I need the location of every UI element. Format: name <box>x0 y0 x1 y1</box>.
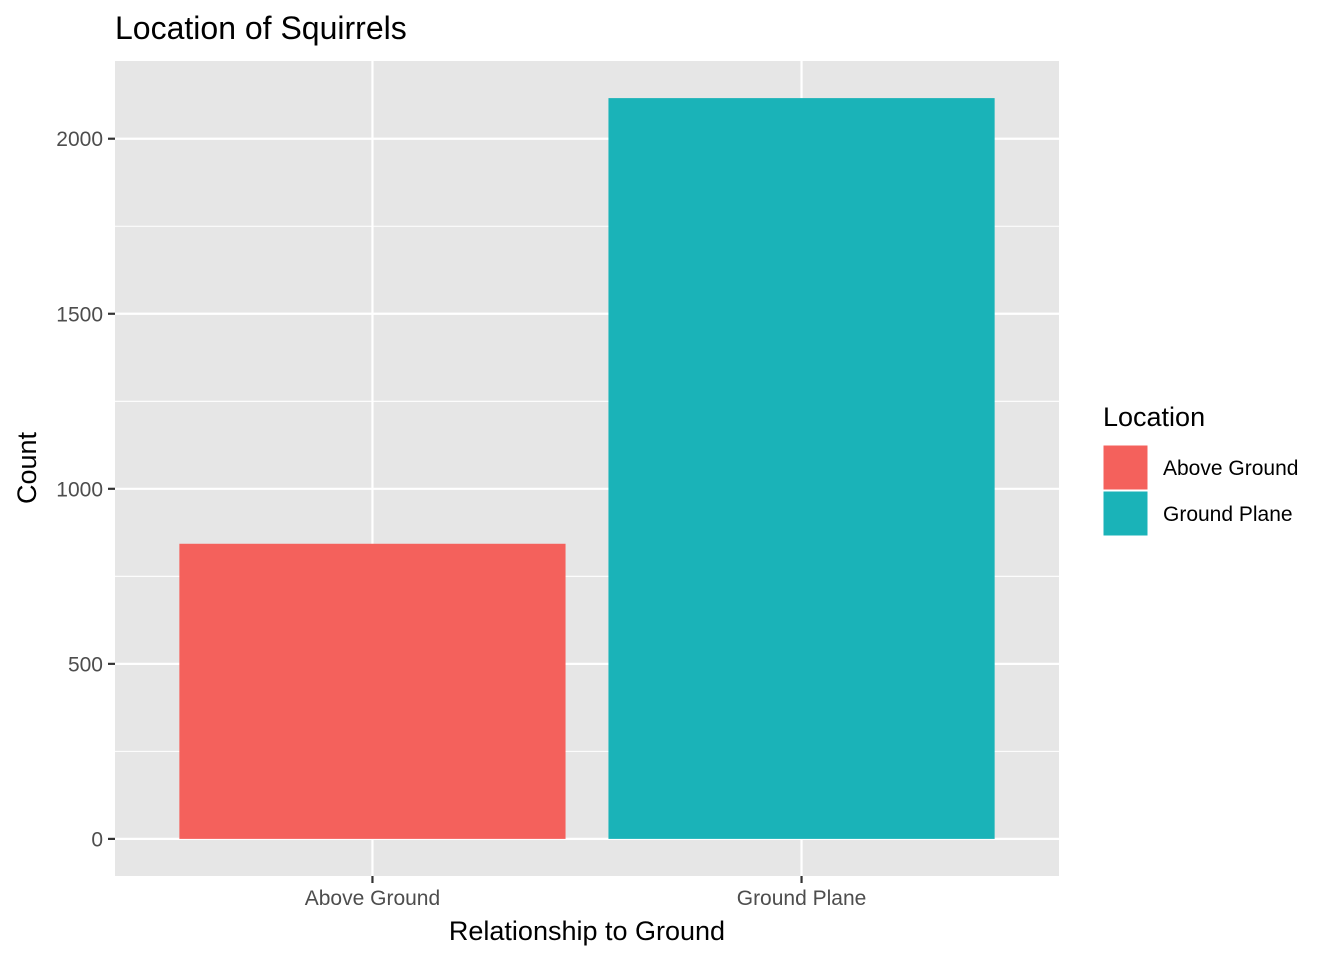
legend-items: Above Ground Ground Plane <box>1102 444 1298 537</box>
y-tick-label: 0 <box>91 828 103 851</box>
legend-title: Location <box>1103 402 1205 432</box>
legend-key <box>1102 444 1149 491</box>
x-tick-label: Ground Plane <box>737 887 867 910</box>
bar <box>179 543 566 839</box>
x-axis-title: Relationship to Ground <box>449 916 725 946</box>
y-axis-title: Count <box>12 431 42 504</box>
legend-key <box>1102 490 1149 537</box>
legend-label: Ground Plane <box>1163 503 1293 526</box>
y-tick-label: 500 <box>68 653 103 676</box>
x-tick-label: Above Ground <box>305 887 440 910</box>
bar <box>608 98 995 839</box>
chart-title: Location of Squirrels <box>115 10 407 46</box>
y-axis: 0 500 1000 1500 2000 <box>56 128 115 851</box>
y-tick-label: 2000 <box>56 128 103 151</box>
y-tick-label: 1500 <box>56 303 103 326</box>
legend: Location Above Ground Ground Plane <box>1102 402 1298 537</box>
y-tick-label: 1000 <box>56 478 103 501</box>
x-axis: Above Ground Ground Plane <box>305 876 867 910</box>
bars-layer <box>179 98 995 839</box>
legend-label: Above Ground <box>1163 457 1298 480</box>
